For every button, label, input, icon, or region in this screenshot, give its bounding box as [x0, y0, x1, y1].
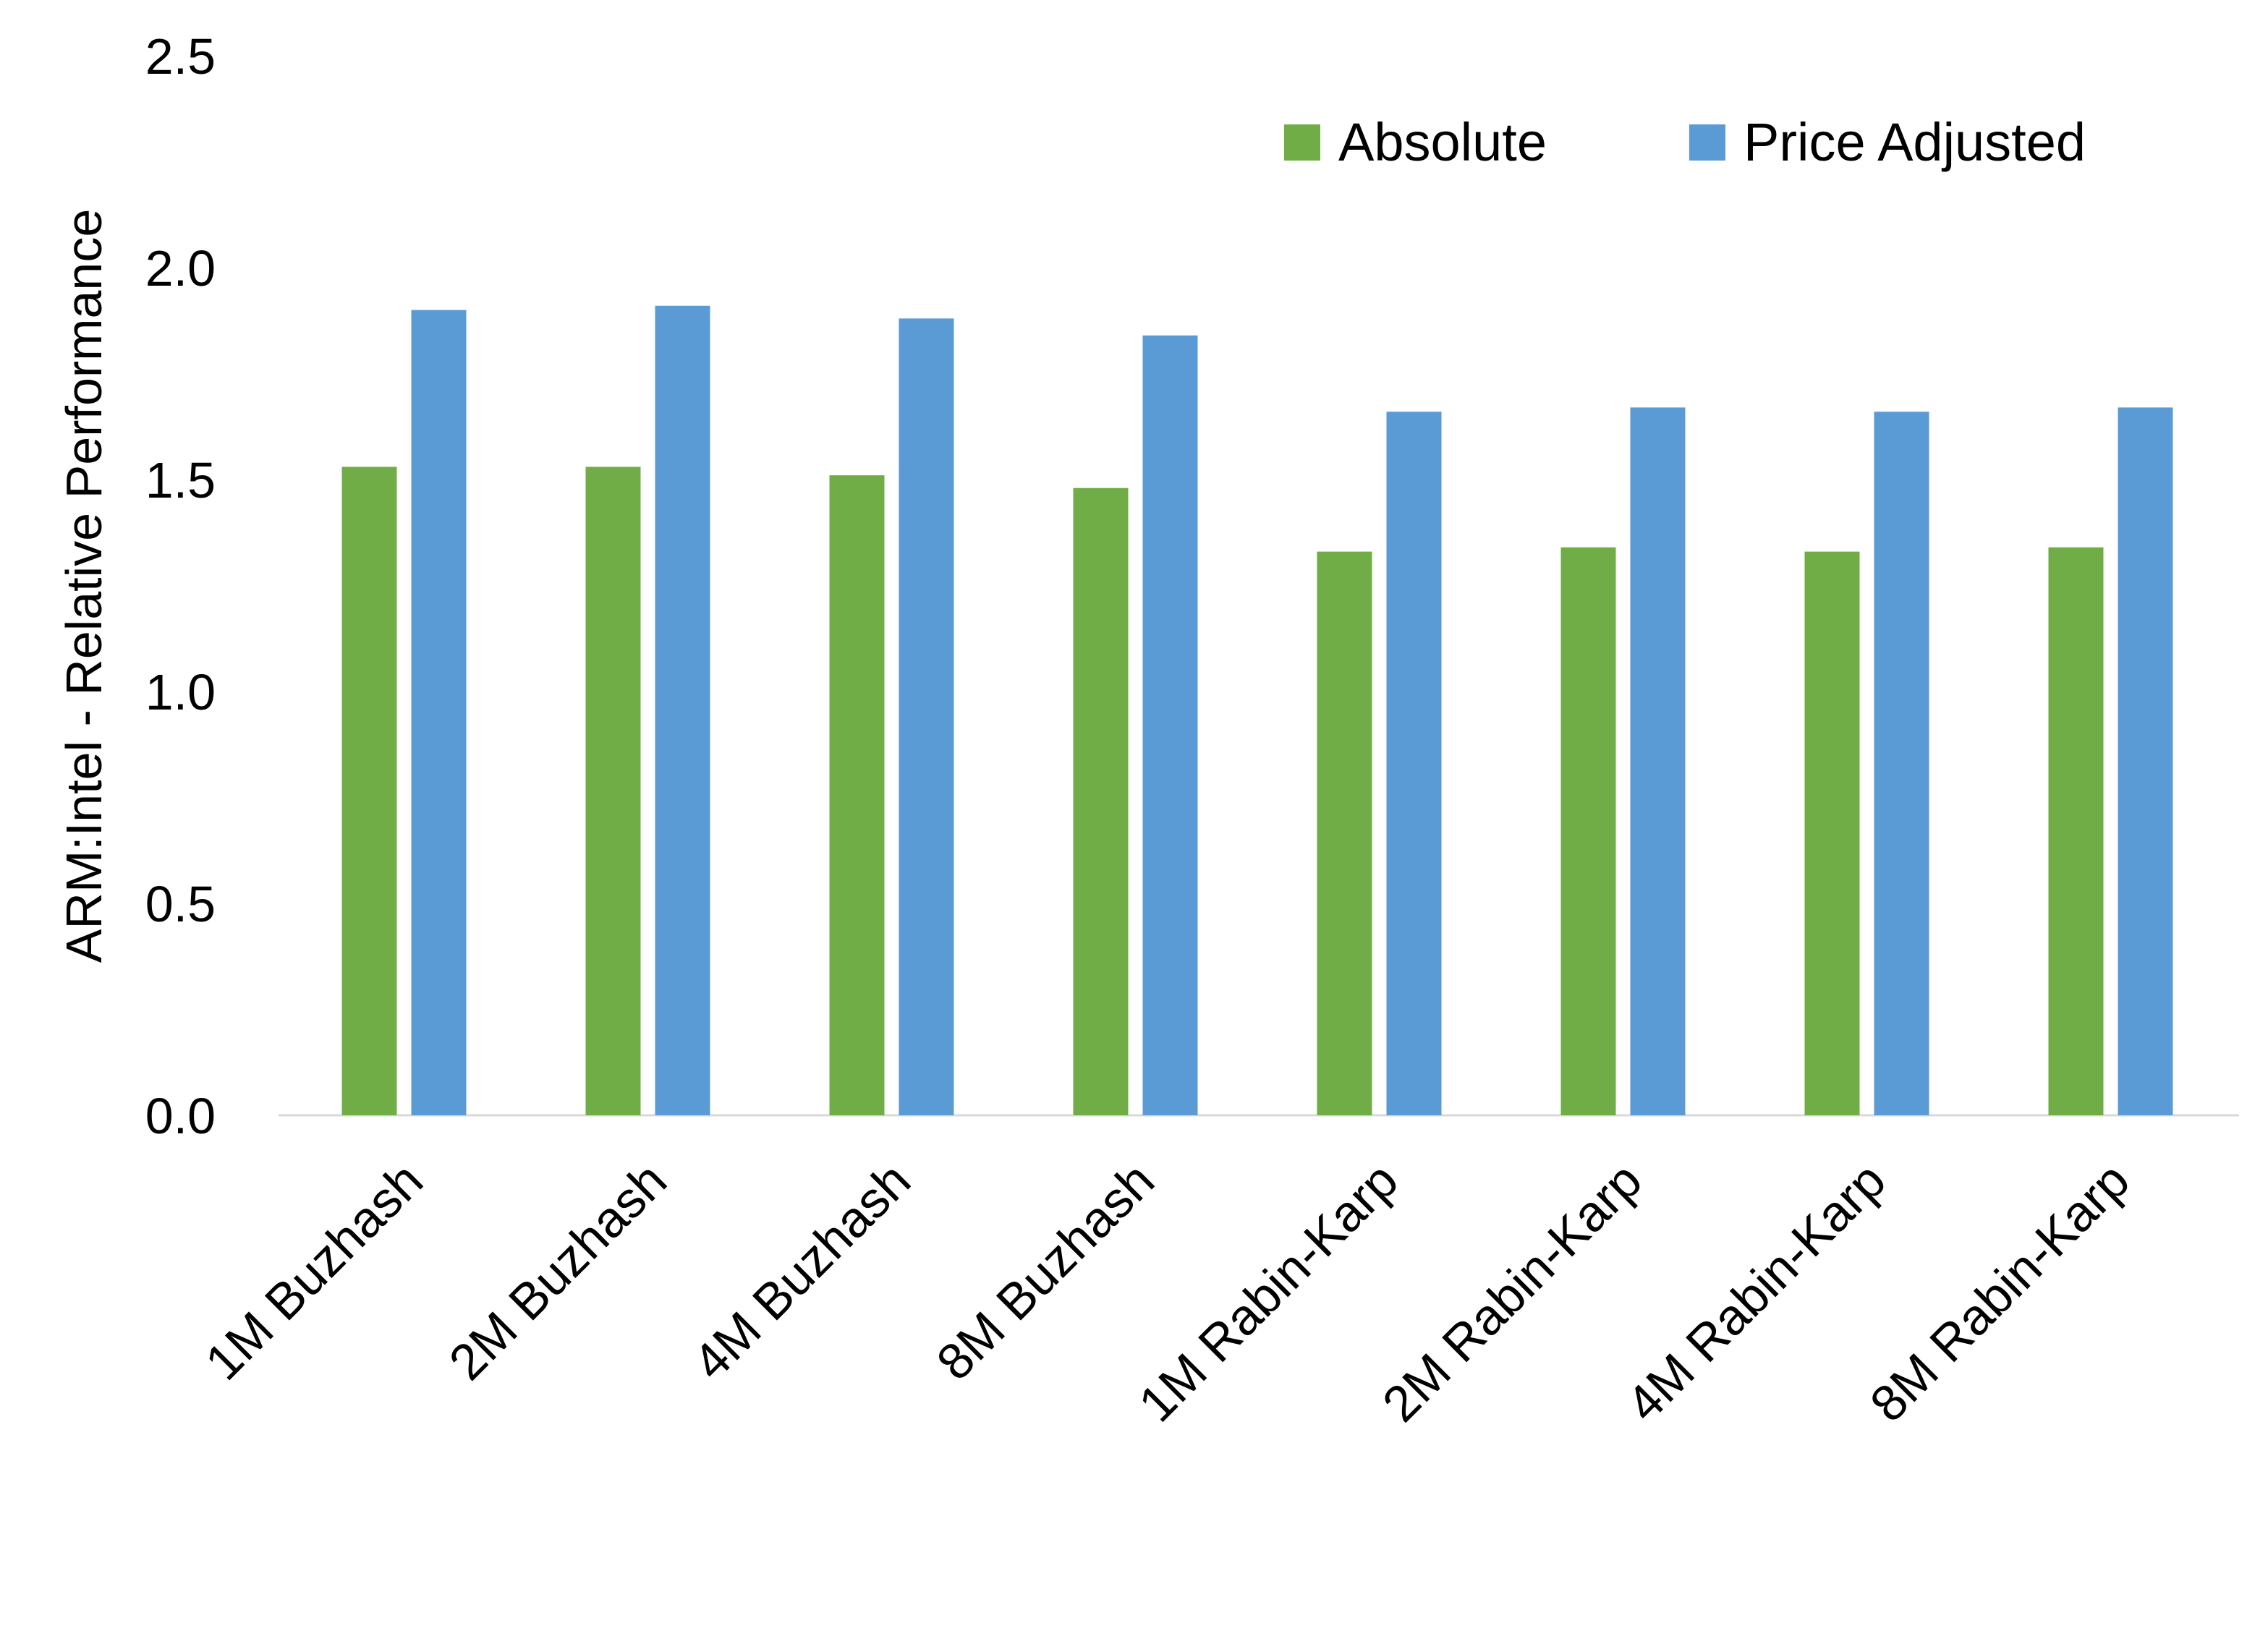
bar-price-adjusted — [899, 318, 954, 1115]
y-tick-label: 0.0 — [145, 1088, 216, 1144]
bar-price-adjusted — [1386, 412, 1442, 1115]
bar-absolute — [341, 467, 397, 1115]
y-tick-label: 2.0 — [145, 240, 216, 297]
x-tick-label: 8M Rabin-Karp — [1859, 1151, 2140, 1432]
x-tick-label: 4M Rabin-Karp — [1615, 1151, 1896, 1432]
x-tick-label: 4M Buzhash — [682, 1151, 921, 1390]
y-axis-title: ARM:Intel - Relative Performance — [56, 209, 112, 963]
x-tick-label: 1M Buzhash — [195, 1151, 433, 1390]
bar-absolute — [585, 467, 641, 1115]
bar-price-adjusted — [1142, 335, 1198, 1115]
bar-absolute — [829, 475, 885, 1115]
y-tick-label: 1.0 — [145, 664, 216, 720]
legend-label-absolute: Absolute — [1338, 112, 1547, 172]
bar-absolute — [1317, 551, 1372, 1115]
y-tick-label: 2.5 — [145, 28, 216, 85]
bar-price-adjusted — [411, 310, 467, 1116]
bar-price-adjusted — [1630, 407, 1686, 1115]
x-tick-label: 2M Rabin-Karp — [1372, 1151, 1652, 1432]
legend-label-price-adjusted: Price Adjusted — [1744, 112, 2086, 172]
x-tick-label: 1M Rabin-Karp — [1128, 1151, 1409, 1432]
bar-absolute — [1804, 551, 1860, 1115]
bar-absolute — [2048, 547, 2104, 1115]
x-tick-label: 8M Buzhash — [926, 1151, 1165, 1390]
legend-swatch-absolute — [1284, 124, 1320, 161]
x-tick-label: 2M Buzhash — [438, 1151, 677, 1390]
bar-absolute — [1073, 487, 1129, 1115]
bar-price-adjusted — [2118, 407, 2173, 1115]
legend: Absolute Price Adjusted — [1284, 112, 2086, 172]
bar-price-adjusted — [655, 305, 710, 1115]
bar-absolute — [1560, 547, 1616, 1115]
bar-price-adjusted — [1874, 412, 1929, 1115]
y-tick-label: 0.5 — [145, 876, 216, 932]
y-tick-label: 1.5 — [145, 452, 216, 508]
legend-swatch-price-adjusted — [1689, 124, 1725, 161]
